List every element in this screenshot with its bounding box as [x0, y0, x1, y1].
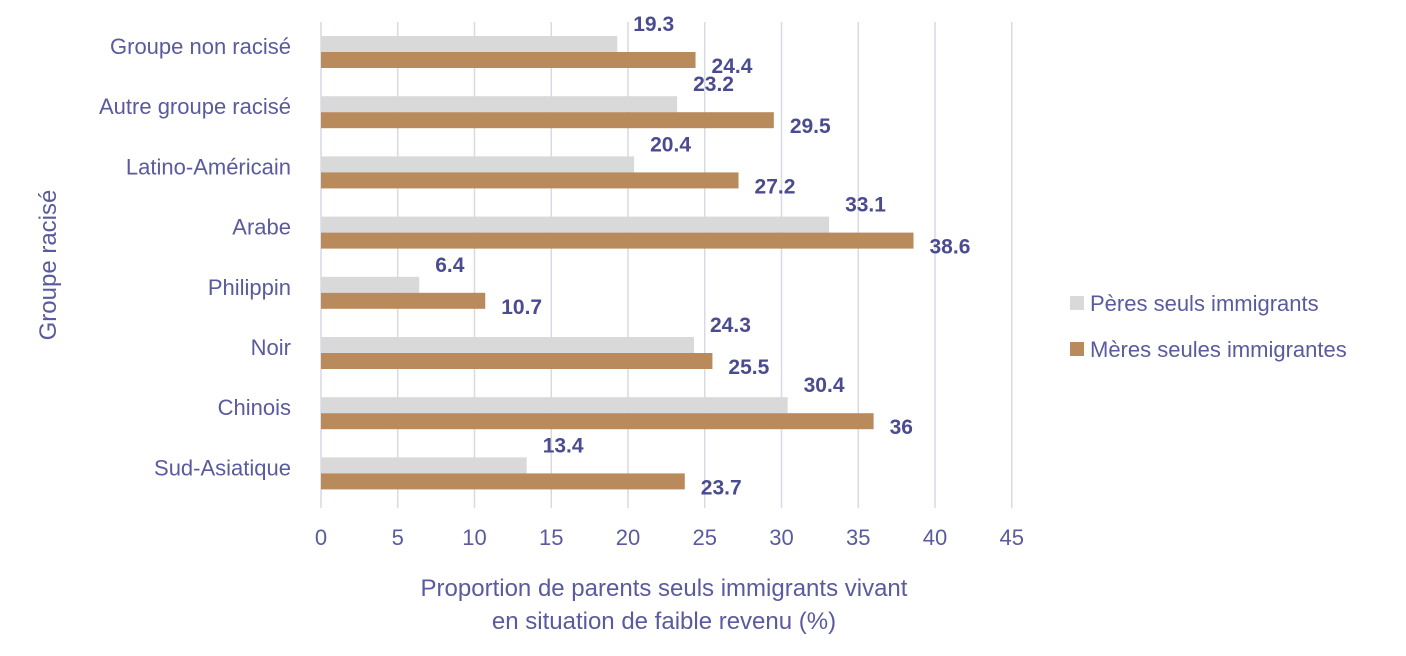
data-label-meres-seules-immigrantes-sud-asiatique: 23.7: [701, 476, 742, 499]
bars: [321, 36, 914, 490]
data-label-meres-seules-immigrantes-chinois: 36: [890, 416, 913, 439]
x-tick-label-15: 15: [539, 525, 563, 550]
category-label-autre-groupe-racise: Autre groupe racisé: [99, 94, 291, 119]
x-tick-label-20: 20: [616, 525, 640, 550]
bar-peres-seuls-immigrants-chinois: [321, 397, 788, 414]
data-label-meres-seules-immigrantes-noir: 25.5: [728, 356, 769, 379]
bar-meres-seules-immigrantes-autre-groupe-racise: [321, 112, 774, 129]
x-tick-label-0: 0: [315, 525, 327, 550]
x-tick-label-40: 40: [923, 525, 947, 550]
bar-peres-seuls-immigrants-latino-americain: [321, 156, 635, 173]
x-tick-label-10: 10: [462, 525, 486, 550]
data-label-peres-seuls-immigrants-latino-americain: 20.4: [650, 133, 691, 156]
data-label-peres-seuls-immigrants-chinois: 30.4: [804, 374, 845, 397]
legend: Pères seuls immigrants Mères seules immi…: [1070, 291, 1347, 362]
y-axis-title: Groupe racisé: [35, 190, 62, 341]
bar-peres-seuls-immigrants-sud-asiatique: [321, 457, 527, 474]
data-label-meres-seules-immigrantes-groupe-non-racise: 24.4: [712, 55, 753, 78]
legend-swatch-meres: [1070, 342, 1084, 356]
category-label-chinois: Chinois: [218, 395, 291, 420]
x-tick-label-5: 5: [392, 525, 404, 550]
x-tick-label-30: 30: [769, 525, 793, 550]
x-axis-title-line-1: Proportion de parents seuls immigrants v…: [421, 575, 908, 602]
x-tick-label-35: 35: [846, 525, 870, 550]
data-label-meres-seules-immigrantes-autre-groupe-racise: 29.5: [790, 115, 831, 138]
bar-meres-seules-immigrantes-sud-asiatique: [321, 473, 685, 490]
legend-swatch-peres: [1070, 296, 1084, 310]
x-tick-labels: 0 5 10 15 20 25 30 35 40 45: [315, 525, 1024, 550]
data-label-peres-seuls-immigrants-sud-asiatique: 13.4: [543, 434, 584, 457]
bar-peres-seuls-immigrants-arabe: [321, 216, 830, 233]
data-label-peres-seuls-immigrants-autre-groupe-racise: 23.2: [693, 73, 734, 96]
data-label-peres-seuls-immigrants-arabe: 33.1: [845, 194, 886, 217]
bar-peres-seuls-immigrants-groupe-non-racise: [321, 36, 618, 52]
data-label-meres-seules-immigrantes-arabe: 38.6: [930, 236, 971, 259]
x-axis-title-line-2: en situation de faible revenu (%): [492, 608, 836, 635]
bar-peres-seuls-immigrants-noir: [321, 337, 695, 353]
category-label-philippin: Philippin: [208, 275, 291, 300]
x-tick-label-45: 45: [1000, 525, 1024, 550]
data-label-meres-seules-immigrantes-latino-americain: 27.2: [755, 175, 796, 198]
bar-meres-seules-immigrantes-philippin: [321, 292, 486, 309]
bar-meres-seules-immigrantes-noir: [321, 353, 713, 369]
category-label-arabe: Arabe: [232, 215, 291, 240]
bar-peres-seuls-immigrants-autre-groupe-racise: [321, 96, 678, 113]
data-label-meres-seules-immigrantes-philippin: 10.7: [501, 296, 542, 319]
x-tick-label-25: 25: [693, 525, 717, 550]
bar-meres-seules-immigrantes-arabe: [321, 232, 914, 249]
category-label-sud-asiatique: Sud-Asiatique: [154, 455, 291, 480]
bar-meres-seules-immigrantes-groupe-non-racise: [321, 52, 696, 68]
legend-label-peres: Pères seuls immigrants: [1090, 291, 1319, 316]
category-labels: Groupe non racisé Autre groupe racisé Lati…: [99, 34, 291, 480]
category-label-noir: Noir: [251, 335, 291, 360]
data-label-peres-seuls-immigrants-groupe-non-racise: 19.3: [633, 13, 674, 36]
category-label-latino-americain: Latino-Américain: [126, 154, 291, 179]
bar-meres-seules-immigrantes-latino-americain: [321, 172, 739, 189]
bar-peres-seuls-immigrants-philippin: [321, 276, 420, 293]
data-label-peres-seuls-immigrants-philippin: 6.4: [435, 254, 465, 277]
data-labels: 19.3 24.423.2 29.5 20.4 27.2 33.1 38.6 6.4 10.7 2…: [435, 13, 970, 499]
category-label-groupe-non-racise: Groupe non racisé: [110, 34, 291, 59]
bar-meres-seules-immigrantes-chinois: [321, 413, 874, 430]
legend-label-meres: Mères seules immigrantes: [1090, 337, 1347, 362]
data-label-peres-seuls-immigrants-noir: 24.3: [710, 314, 751, 337]
